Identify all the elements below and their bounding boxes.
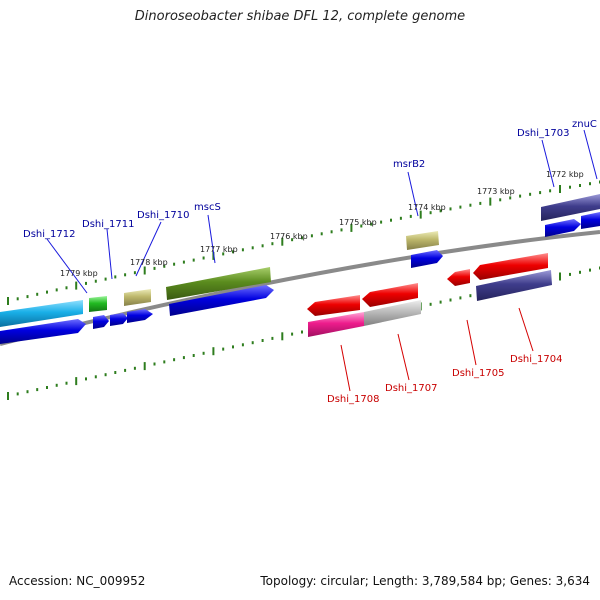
gene-label-dshi-1707[interactable]: Dshi_1707 [385, 383, 437, 394]
gene-label-msc-s[interactable]: mscS [194, 202, 221, 213]
callout-dshi-1712 [46, 238, 88, 294]
callout-msc-s [207, 214, 216, 264]
feature-msc-s-blue[interactable] [169, 285, 274, 316]
callout-lines [46, 129, 598, 392]
genome-backbone [0, 230, 600, 346]
feature-dshi-1710-khaki[interactable] [124, 289, 151, 306]
gene-label-dshi-1703[interactable]: Dshi_1703 [517, 128, 569, 139]
scale-label-1773: 1773 kbp [477, 187, 515, 196]
scale-label-1774: 1774 kbp [408, 203, 446, 212]
feature-msr-b2-khaki[interactable] [406, 231, 439, 250]
gene-label-znu-c[interactable]: znuC [572, 119, 597, 130]
feature-msr-b2-blue[interactable] [411, 250, 443, 268]
gene-label-dshi-1704[interactable]: Dshi_1704 [510, 354, 562, 365]
feature-dshi-1704-red[interactable] [473, 253, 548, 280]
callout-msr-b2 [407, 171, 419, 217]
feature-msc-s-olive[interactable] [166, 267, 271, 300]
feature-fwd-blue-1[interactable] [0, 319, 86, 344]
gene-labels: Dshi_1712 Dshi_1711 Dshi_1710 mscS msrB2… [23, 119, 597, 405]
genome-summary-text: Topology: circular; Length: 3,789,584 bp… [260, 574, 590, 588]
gene-label-dshi-1705[interactable]: Dshi_1705 [452, 368, 504, 379]
accession-text: Accession: NC_009952 [9, 574, 146, 588]
gene-label-dshi-1708[interactable]: Dshi_1708 [327, 394, 379, 405]
feature-dshi-1703-blue[interactable] [545, 219, 581, 237]
callout-dshi-1704 [518, 307, 534, 352]
feature-dshi-1711-blue[interactable] [93, 315, 109, 329]
scale-label-1779: 1779 kbp [60, 269, 98, 278]
feature-znu-c-blue[interactable] [581, 212, 600, 229]
callout-dshi-1708 [340, 344, 351, 392]
callout-znu-c [583, 129, 598, 180]
callout-dshi-1711 [106, 228, 113, 280]
feature-dshi-1711-rna[interactable] [89, 296, 107, 312]
gene-label-dshi-1710[interactable]: Dshi_1710 [137, 210, 189, 221]
feature-dshi-1708-pink[interactable] [308, 312, 364, 337]
scale-label-1772: 1772 kbp [546, 170, 584, 179]
scale-label-1775: 1775 kbp [339, 218, 377, 227]
callout-dshi-1703 [541, 139, 555, 188]
feature-fwd-cyan-cds[interactable] [0, 300, 83, 327]
gene-features [0, 194, 600, 344]
feature-dshi-1710-blue[interactable] [127, 309, 153, 323]
callout-dshi-1705 [466, 319, 477, 366]
feature-dshi-1708-red[interactable] [307, 295, 360, 316]
feature-blue-small-2[interactable] [110, 313, 128, 326]
gene-label-msr-b2[interactable]: msrB2 [393, 159, 425, 170]
feature-dshi-1704-slate[interactable] [476, 270, 552, 301]
callout-dshi-1710 [135, 221, 162, 277]
map-title: Dinoroseobacter shibae DFL 12, complete … [134, 9, 466, 24]
scale-label-1778: 1778 kbp [130, 258, 168, 267]
scale-label-1776: 1776 kbp [270, 232, 308, 241]
gene-label-dshi-1712[interactable]: Dshi_1712 [23, 229, 75, 240]
feature-dshi-1707-gray[interactable] [364, 300, 421, 326]
feature-dshi-1707-red[interactable] [362, 283, 418, 307]
callout-dshi-1707 [397, 333, 410, 381]
scale-labels: 1779 kbp 1778 kbp 1777 kbp 1776 kbp 1775… [60, 170, 584, 278]
scale-label-1777: 1777 kbp [200, 245, 238, 254]
feature-dshi-1705-red[interactable] [447, 269, 470, 286]
feature-dshi-1703-slate[interactable] [541, 194, 600, 221]
gene-label-dshi-1711[interactable]: Dshi_1711 [82, 219, 134, 230]
